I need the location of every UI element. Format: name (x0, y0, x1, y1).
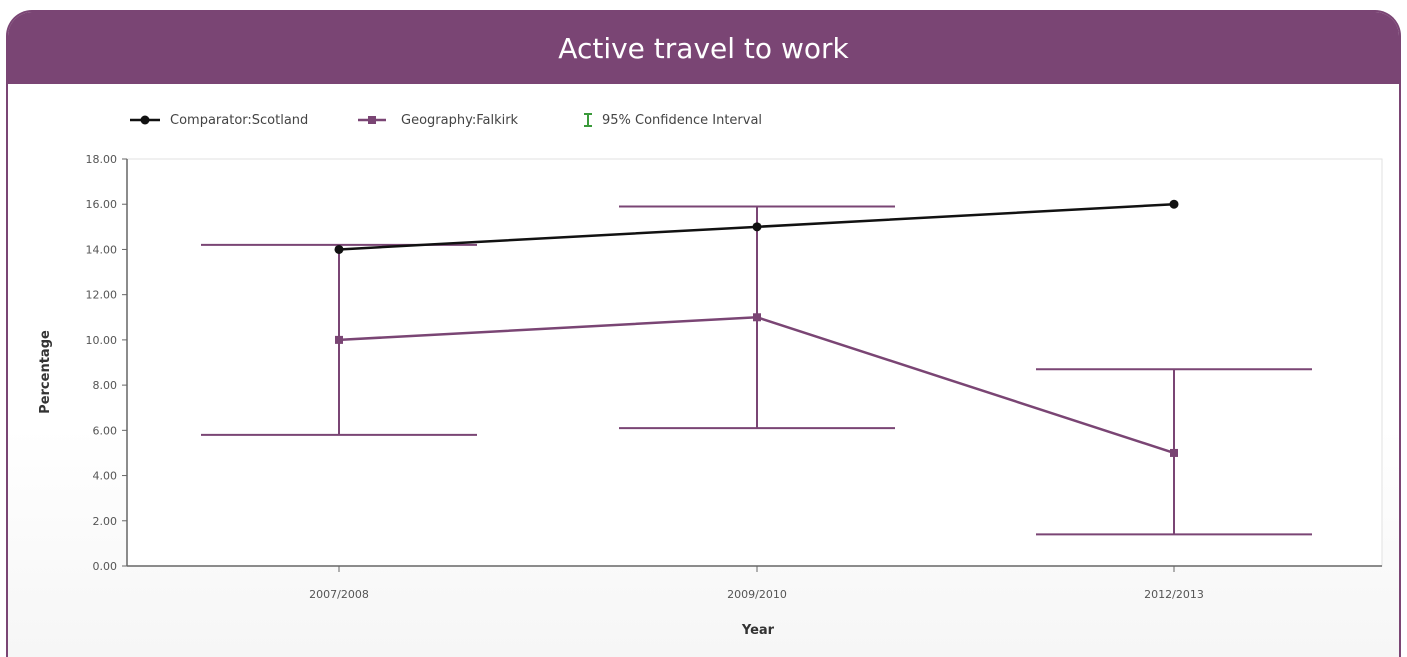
legend-square-marker (368, 116, 376, 124)
legend-label-geography: Geography:Falkirk (401, 113, 519, 128)
chart-legend: Comparator:Scotland Geography:Falkirk 95… (130, 113, 762, 128)
legend-item-geography[interactable]: Geography:Falkirk (358, 113, 519, 128)
legend-item-comparator[interactable]: Comparator:Scotland (130, 113, 308, 128)
data-point-comparator (1169, 199, 1179, 209)
x-tick-label: 2009/2010 (727, 588, 787, 601)
y-tick-label: 10.00 (86, 334, 118, 347)
x-tick-label: 2007/2008 (309, 588, 369, 601)
y-tick-label: 4.00 (93, 470, 118, 483)
y-axis-title: Percentage (38, 330, 53, 414)
legend-label-comparator: Comparator:Scotland (170, 113, 308, 128)
x-tick-label: 2012/2013 (1144, 588, 1204, 601)
data-point-geography (753, 313, 761, 322)
plot-area: 0.00 2.00 4.00 6.00 8.00 10.00 12.00 14.00 16.00… (86, 153, 1383, 601)
y-tick-label: 6.00 (93, 424, 118, 437)
data-point-comparator (752, 222, 762, 232)
y-tick-label: 8.00 (93, 379, 118, 392)
y-tick-label: 12.00 (86, 289, 118, 302)
legend-label-confidence-interval: 95% Confidence Interval (602, 113, 762, 128)
y-tick-label: 14.00 (86, 243, 118, 256)
chart-area: Comparator:Scotland Geography:Falkirk 95… (8, 84, 1399, 657)
y-tick-label: 2.00 (93, 515, 118, 528)
data-point-comparator (334, 244, 344, 254)
plot-background (126, 158, 1383, 567)
data-point-geography (1170, 448, 1178, 457)
x-axis-title: Year (741, 623, 775, 638)
legend-circle-marker (140, 115, 150, 125)
chart-title: Active travel to work (8, 12, 1399, 84)
y-tick-label: 18.00 (86, 153, 118, 166)
data-point-geography (335, 335, 343, 344)
y-tick-label: 16.00 (86, 198, 118, 211)
legend-item-confidence-interval[interactable]: 95% Confidence Interval (584, 113, 762, 128)
line-chart: Comparator:Scotland Geography:Falkirk 95… (38, 113, 1383, 638)
y-tick-label: 0.00 (93, 560, 118, 573)
chart-panel: Active travel to work Comparator:Scotlan… (6, 10, 1401, 657)
error-bar-icon (584, 113, 592, 127)
